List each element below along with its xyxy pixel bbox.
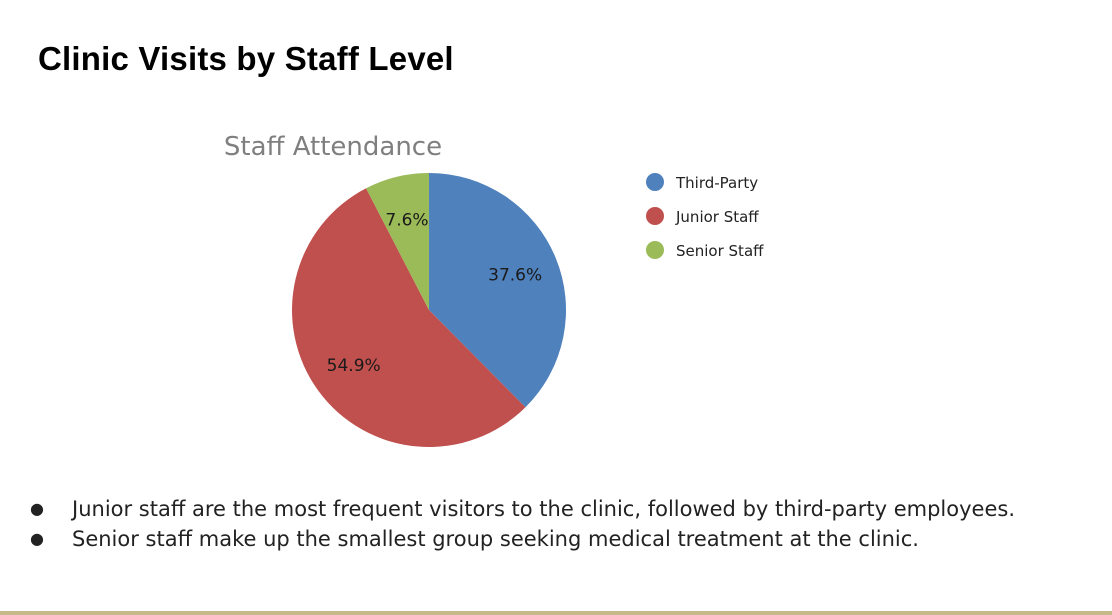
pie-slices xyxy=(292,173,567,447)
pie-slice-value-label: 54.9% xyxy=(327,356,381,376)
pie-slice-labels: 37.6% 54.9% 7.6% xyxy=(327,210,542,375)
pie-slice-value-label: 7.6% xyxy=(385,210,428,230)
pie-chart-svg: Staff Attendance 37.6% 54.9% 7.6% Third-Pa… xyxy=(224,132,764,447)
legend-label: Junior Staff xyxy=(675,208,759,226)
bullet-dot-icon: ● xyxy=(30,499,44,518)
pie-chart: Staff Attendance 37.6% 54.9% 7.6% Third-Pa… xyxy=(224,132,764,447)
legend-label: Third-Party xyxy=(675,174,758,192)
pie-slice-junior-staff xyxy=(292,188,526,447)
legend-marker-icon xyxy=(646,207,664,225)
bullet-item: ● Junior staff are the most frequent vis… xyxy=(30,494,1080,524)
bullet-dot-icon: ● xyxy=(30,529,44,548)
bullet-text: Junior staff are the most frequent visit… xyxy=(72,497,1015,521)
slide-title: Clinic Visits by Staff Level xyxy=(38,40,454,77)
legend-marker-icon xyxy=(646,241,664,259)
pie-slice-value-label: 37.6% xyxy=(488,266,542,286)
legend-marker-icon xyxy=(646,173,664,191)
pie-slice-third-party xyxy=(429,173,567,408)
pie-slice-senior-staff xyxy=(366,173,429,310)
bottom-accent-rule xyxy=(0,611,1112,615)
bullet-text: Senior staff make up the smallest group … xyxy=(72,527,919,551)
legend-label: Senior Staff xyxy=(676,242,764,260)
chart-legend: Third-Party Junior Staff Senior Staff xyxy=(646,173,764,260)
bullet-list: ● Junior staff are the most frequent vis… xyxy=(30,494,1080,554)
chart-title: Staff Attendance xyxy=(224,132,442,162)
bullet-item: ● Senior staff make up the smallest grou… xyxy=(30,524,1080,554)
